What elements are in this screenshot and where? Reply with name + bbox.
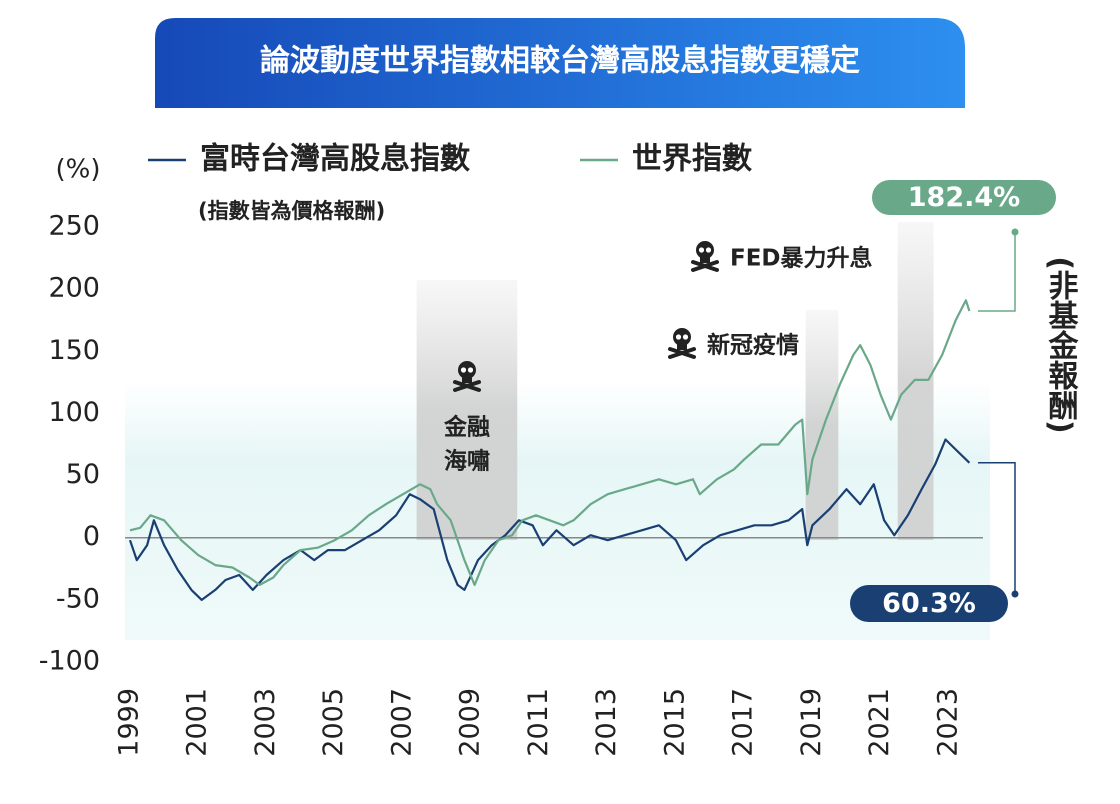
end-dot <box>1011 228 1019 236</box>
y-tick-label: 200 <box>48 273 100 304</box>
y-tick-label: 150 <box>48 335 100 366</box>
end-label: 60.3% <box>882 588 976 619</box>
y-tick-label: -50 <box>56 583 100 614</box>
end-label-box <box>872 180 1056 215</box>
plot-background <box>125 380 990 640</box>
x-tick-label: 2001 <box>182 688 213 757</box>
event-label: 金融 <box>443 414 490 441</box>
event-label: 新冠疫情 <box>707 332 799 359</box>
x-tick-label: 2011 <box>523 688 554 757</box>
x-tick-label: 2013 <box>591 688 622 757</box>
event-shade <box>416 280 518 540</box>
y-axis-label: (%) <box>56 155 101 185</box>
end-label: 182.4% <box>908 182 1020 213</box>
event-shade <box>805 310 839 540</box>
x-tick-label: 2023 <box>932 688 963 757</box>
event-icon <box>668 326 696 359</box>
series-line <box>129 299 971 586</box>
title-banner <box>155 18 965 108</box>
y-tick-label: 100 <box>48 397 100 428</box>
end-label-box <box>850 585 1008 622</box>
y-tick-label: 250 <box>48 211 100 242</box>
note: (指數皆為價格報酬) <box>198 199 385 223</box>
end-connector <box>978 232 1016 312</box>
x-tick-label: 2005 <box>318 688 349 757</box>
event-icon <box>691 239 719 272</box>
event-label: FED暴力升息 <box>730 245 873 272</box>
x-tick-label: 2021 <box>864 688 895 757</box>
x-tick-label: 1999 <box>114 688 145 757</box>
x-tick-label: 2007 <box>386 688 417 757</box>
legend-label: 世界指數 <box>632 142 752 177</box>
end-dot <box>1011 590 1019 598</box>
event-label: 海嘯 <box>444 448 490 475</box>
y-tick-label: 50 <box>66 459 100 490</box>
series-line <box>128 438 971 601</box>
end-connector <box>978 462 1016 594</box>
x-tick-label: 2019 <box>796 688 827 757</box>
legend-label: 富時台灣高股息指數 <box>200 142 470 177</box>
y-tick-label: -100 <box>39 646 100 677</box>
x-tick-label: 2017 <box>728 688 759 757</box>
y-tick-label: 0 <box>83 521 100 552</box>
chart-title: 論波動度世界指數相較台灣高股息指數更穩定 <box>260 44 860 79</box>
x-tick-label: 2009 <box>455 688 486 757</box>
x-tick-label: 2003 <box>250 688 281 757</box>
side-note: (非基金報酬) <box>1043 256 1080 433</box>
x-tick-label: 2015 <box>659 688 690 757</box>
